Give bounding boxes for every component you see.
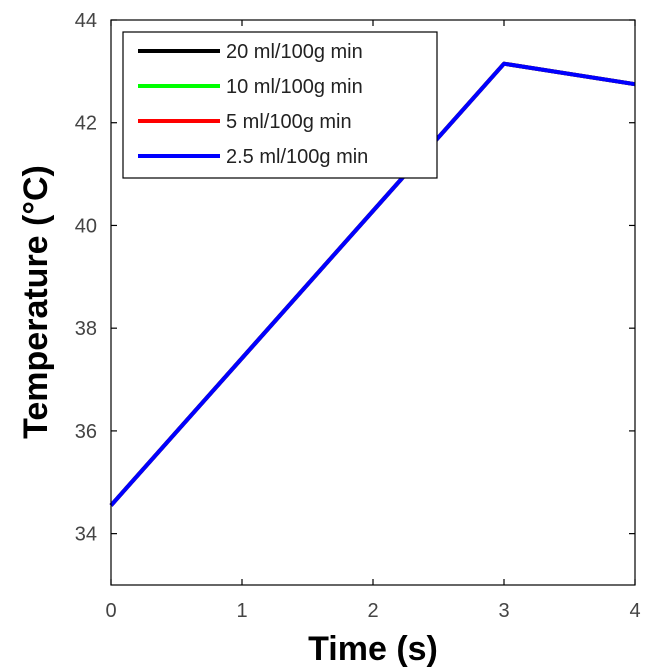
legend-label-2: 5 ml/100g min	[226, 111, 352, 133]
x-tick-label-4: 4	[629, 600, 640, 622]
y-tick-label-3: 40	[75, 215, 97, 237]
legend-box	[122, 31, 438, 179]
legend-label-1: 10 ml/100g min	[226, 76, 363, 98]
y-axis-label: Temperature (°C)	[17, 165, 55, 439]
legend-label-3: 2.5 ml/100g min	[226, 146, 368, 168]
x-tick-label-1: 1	[236, 600, 247, 622]
x-tick-label-3: 3	[498, 600, 509, 622]
y-tick-label-1: 36	[75, 421, 97, 443]
x-tick-label-2: 2	[367, 600, 378, 622]
legend-label-0: 20 ml/100g min	[226, 41, 363, 63]
series-layer	[109, 61, 636, 507]
x-tick-label-0: 0	[105, 600, 116, 622]
y-tick-label-5: 44	[75, 10, 97, 32]
y-tick-label-4: 42	[75, 113, 97, 135]
y-tick-label-0: 34	[75, 524, 97, 546]
y-tick-label-2: 38	[75, 318, 97, 340]
legend: 20 ml/100g min 10 ml/100g min 5 ml/100g mi…	[122, 31, 438, 179]
series-line-3	[109, 61, 636, 507]
x-axis-label: Time (s)	[308, 630, 438, 667]
